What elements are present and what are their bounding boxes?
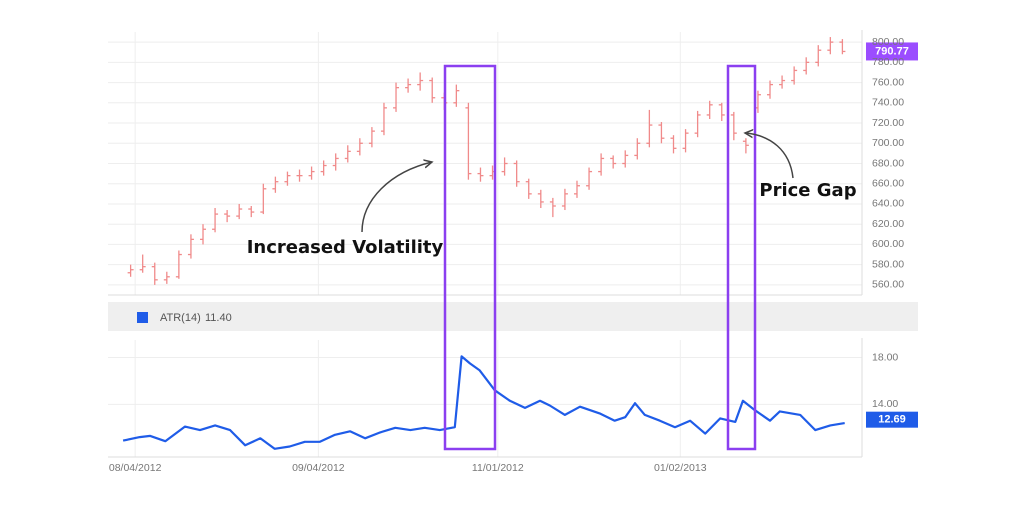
- arrow: [361, 162, 432, 233]
- highlight-box: [443, 64, 497, 451]
- y-tick-label: 740.00: [872, 97, 904, 109]
- legend-label: ATR(14): [160, 312, 201, 324]
- y-tick-label: 640.00: [872, 198, 904, 210]
- y-tick-label: 800.00: [872, 36, 904, 48]
- y-tick-label: 560.00: [872, 279, 904, 291]
- y-tick-label: 780.00: [872, 56, 904, 68]
- y-tick-label: 18.00: [872, 351, 898, 363]
- y-tick-label: 600.00: [872, 238, 904, 250]
- legend-band: [108, 302, 918, 331]
- last-value-label: 790.77: [875, 45, 909, 57]
- y-tick-label: 760.00: [872, 76, 904, 88]
- marks: 790.77 12.69: [122, 37, 918, 450]
- grid: [108, 32, 862, 457]
- y-tick-label: 680.00: [872, 157, 904, 169]
- y-tick-label: 14.00: [872, 398, 898, 410]
- y-tick-label: 720.00: [872, 117, 904, 129]
- last-value-label: 12.69: [878, 414, 906, 426]
- highlight-box: [726, 64, 757, 451]
- annotation: Price Gap: [759, 180, 856, 201]
- y-tick-label: 620.00: [872, 218, 904, 230]
- x-tick-label: 01/02/2013: [654, 462, 707, 474]
- x-tick-label: 11/01/2012: [472, 462, 524, 474]
- y-tick-label: 660.00: [872, 178, 904, 190]
- x-tick-label: 09/04/2012: [292, 462, 345, 474]
- x-tick-label: 08/04/2012: [109, 462, 162, 474]
- last-value-box: [866, 411, 918, 428]
- legend-swatch: [137, 312, 148, 323]
- arrow: [745, 133, 794, 179]
- atr-line: [122, 355, 845, 450]
- y-tick-label: 580.00: [872, 258, 904, 270]
- legend-value: 11.40: [205, 312, 232, 324]
- y-tick-label: 700.00: [872, 137, 904, 149]
- annotation: Increased Volatility: [247, 237, 444, 258]
- last-value-box: [866, 42, 918, 61]
